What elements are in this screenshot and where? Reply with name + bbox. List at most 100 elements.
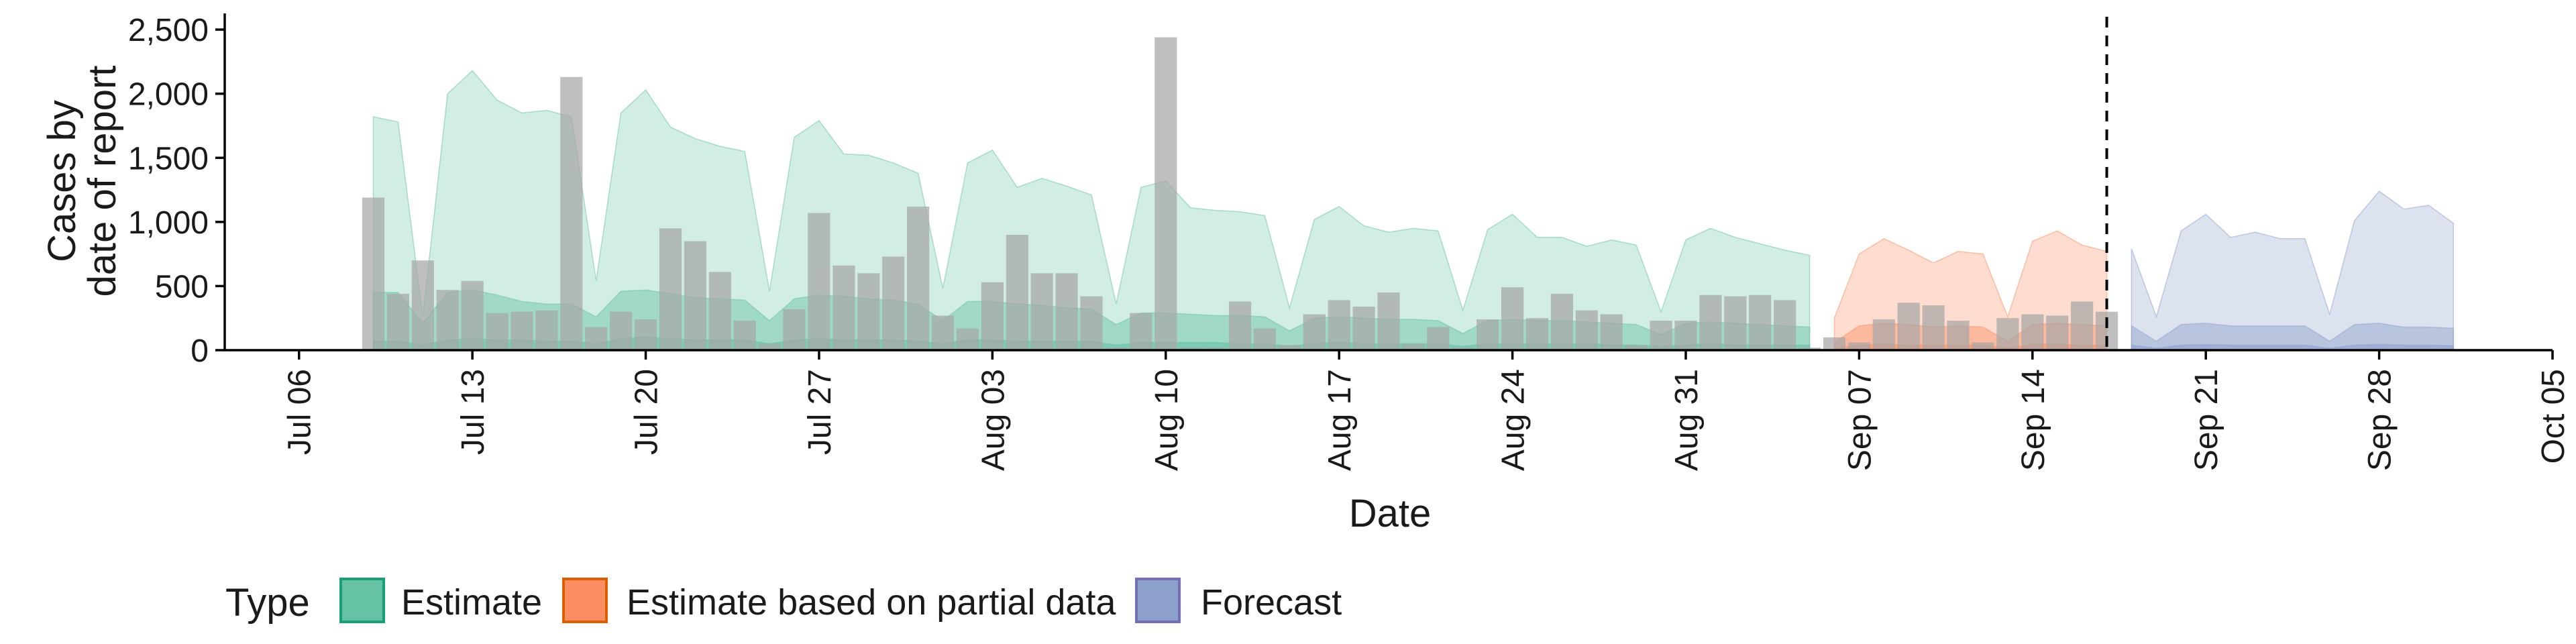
y-tick-label-1500: 1,500 xyxy=(128,141,209,176)
bar-2020-09-06 xyxy=(1823,337,1846,350)
bar-2020-09-13 xyxy=(1996,318,2019,350)
bar-2020-07-26 xyxy=(783,309,806,350)
bar-2020-08-17 xyxy=(1328,300,1350,350)
bar-2020-08-19 xyxy=(1377,292,1400,350)
bar-2020-08-05 xyxy=(1030,273,1053,350)
bar-2020-08-18 xyxy=(1352,307,1375,350)
bar-2020-07-24 xyxy=(733,321,756,350)
x-tick-label-2020-08-10: Aug 10 xyxy=(1149,369,1185,471)
bar-2020-07-21 xyxy=(659,228,682,350)
bar-2020-08-23 xyxy=(1477,319,1499,350)
bar-2020-07-16 xyxy=(535,310,558,350)
y-tick-label-500: 500 xyxy=(155,269,209,305)
bar-2020-07-14 xyxy=(486,313,508,350)
bar-2020-07-19 xyxy=(610,311,633,350)
bar-2020-08-09 xyxy=(1130,313,1152,350)
bar-2020-08-20 xyxy=(1402,343,1425,350)
bar-2020-07-29 xyxy=(857,273,880,350)
legend: Type Estimate Estimate based on partial … xyxy=(225,578,1342,625)
bar-2020-08-31 xyxy=(1674,321,1697,350)
bar-2020-07-12 xyxy=(436,290,459,350)
x-tick-label-2020-09-28: Sep 28 xyxy=(2363,369,2398,471)
bar-2020-07-25 xyxy=(758,343,781,350)
bar-2020-08-26 xyxy=(1550,293,1573,350)
y-axis-title: Cases by date of report xyxy=(40,66,124,297)
bar-2020-08-28 xyxy=(1600,314,1623,350)
x-tick-label-2020-08-17: Aug 17 xyxy=(1322,369,1358,471)
x-tick-label-2020-09-14: Sep 14 xyxy=(2016,369,2051,471)
bar-2020-09-04 xyxy=(1774,300,1796,350)
legend-label-partial: Estimate based on partial data xyxy=(627,582,1116,623)
bar-2020-08-22 xyxy=(1452,347,1474,350)
bar-2020-07-23 xyxy=(708,272,731,350)
bar-2020-08-13 xyxy=(1228,301,1252,350)
bar-2020-09-16 xyxy=(2071,301,2094,350)
y-axis-title-line-2: date of report xyxy=(80,66,124,297)
bar-2020-07-13 xyxy=(461,280,484,350)
bar-2020-07-31 xyxy=(907,206,930,350)
x-axis-title: Date xyxy=(1349,492,1432,535)
bar-2020-07-17 xyxy=(560,76,583,351)
x-tick-label-2020-07-27: Jul 27 xyxy=(802,369,838,455)
bar-2020-09-10 xyxy=(1922,305,1945,350)
bar-2020-08-30 xyxy=(1650,321,1672,350)
y-tick-label-1000: 1,000 xyxy=(128,205,209,241)
bar-2020-07-09 xyxy=(362,197,385,350)
legend-swatch-estimate xyxy=(339,578,385,623)
legend-title: Type xyxy=(225,581,310,625)
x-tick-label-2020-09-07: Sep 07 xyxy=(1842,369,1878,471)
bar-2020-08-16 xyxy=(1303,314,1326,350)
bar-2020-09-07 xyxy=(1847,342,1870,350)
bar-2020-09-05 xyxy=(1798,347,1821,350)
bar-2020-09-14 xyxy=(2021,314,2044,350)
bar-2020-09-02 xyxy=(1724,296,1747,350)
bar-2020-09-01 xyxy=(1699,294,1722,350)
bar-2020-09-11 xyxy=(1947,321,1970,350)
bar-2020-07-10 xyxy=(386,293,409,350)
bar-2020-08-06 xyxy=(1055,273,1078,350)
x-tick-label-2020-08-24: Aug 24 xyxy=(1496,369,1532,471)
bar-2020-08-04 xyxy=(1006,235,1028,350)
bar-2020-07-18 xyxy=(585,327,608,350)
bar-2020-08-15 xyxy=(1278,345,1301,350)
bar-2020-08-25 xyxy=(1525,318,1549,350)
bar-2020-08-12 xyxy=(1204,347,1227,350)
bar-2020-08-27 xyxy=(1575,310,1598,350)
x-tick-label-2020-07-20: Jul 20 xyxy=(629,369,665,455)
bar-2020-09-12 xyxy=(1972,342,1994,350)
bar-2020-09-15 xyxy=(2046,315,2069,350)
reported-cases-bars xyxy=(362,37,2118,351)
bar-2020-08-10 xyxy=(1155,37,1177,350)
bar-2020-08-24 xyxy=(1501,287,1524,350)
x-tick-label-2020-09-21: Sep 21 xyxy=(2189,369,2224,471)
bar-2020-07-11 xyxy=(411,260,434,350)
legend-swatch-partial xyxy=(562,578,608,623)
x-tick-label-2020-08-03: Aug 03 xyxy=(975,369,1011,471)
bar-2020-09-09 xyxy=(1897,303,1920,350)
axes: 0 500 1,000 1,500 2,000 2,500 Jul 06 Jul 13 Jul … xyxy=(128,13,2571,471)
bar-2020-08-03 xyxy=(981,282,1004,350)
bar-2020-07-30 xyxy=(882,256,905,350)
x-tick-label-2020-10-05: Oct 05 xyxy=(2536,369,2571,464)
bar-2020-07-20 xyxy=(634,319,657,350)
legend-label-estimate: Estimate xyxy=(401,582,542,623)
bar-2020-09-03 xyxy=(1749,294,1772,350)
bar-2020-08-07 xyxy=(1080,296,1103,350)
bar-2020-08-21 xyxy=(1427,327,1450,350)
y-tick-label-0: 0 xyxy=(191,333,209,369)
y-axis-title-line-1: Cases by xyxy=(40,100,84,262)
y-tick-label-2500: 2,500 xyxy=(128,13,209,48)
bar-2020-07-22 xyxy=(684,241,706,350)
bar-2020-08-14 xyxy=(1253,328,1276,350)
bar-2020-08-02 xyxy=(956,328,979,350)
bar-2020-08-11 xyxy=(1179,347,1202,350)
bar-2020-09-08 xyxy=(1872,319,1895,350)
x-tick-label-2020-07-13: Jul 13 xyxy=(455,369,491,455)
bar-2020-08-29 xyxy=(1625,345,1648,350)
bar-2020-07-27 xyxy=(808,213,830,350)
bar-2020-08-08 xyxy=(1105,347,1128,350)
legend-label-forecast: Forecast xyxy=(1201,582,1342,623)
y-tick-label-2000: 2,000 xyxy=(128,77,209,113)
bar-2020-07-28 xyxy=(833,265,855,350)
